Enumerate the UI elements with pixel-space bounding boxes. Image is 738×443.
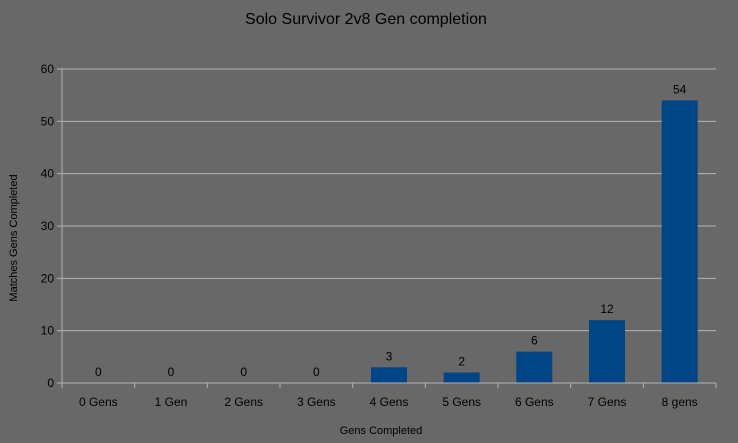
y-axis-ticks: 0 10 20 30 40 50 60 (41, 62, 62, 390)
x-tick-label: 8 gens (662, 395, 698, 409)
x-axis-ticks: 0 Gens 1 Gen 2 Gens 3 Gens 4 Gens 5 Gens 6 Gen… (61, 383, 717, 409)
data-label: 0 (95, 365, 102, 379)
data-label: 3 (386, 349, 393, 363)
y-tick-label: 30 (41, 219, 55, 233)
x-axis-label: Gens Completed (340, 425, 423, 437)
x-tick-label: 6 Gens (515, 395, 554, 409)
bar (516, 351, 553, 383)
data-labels: 0 0 0 0 3 2 6 12 54 (95, 82, 687, 379)
data-label: 2 (458, 355, 465, 369)
y-tick-label: 20 (41, 271, 55, 285)
data-label: 12 (600, 302, 614, 316)
gridlines (62, 68, 716, 384)
x-tick-label: 5 Gens (442, 395, 481, 409)
y-tick-label: 50 (41, 114, 55, 128)
x-tick-label: 0 Gens (79, 395, 118, 409)
data-label: 54 (673, 82, 687, 96)
bars (371, 100, 698, 384)
bar (371, 367, 407, 383)
bar (589, 320, 625, 383)
y-axis-label: Matches Gens Completed (8, 174, 20, 301)
x-tick-label: 3 Gens (297, 395, 336, 409)
chart-title: Solo Survivor 2v8 Gen completion (245, 11, 487, 28)
x-tick-label: 4 Gens (370, 395, 409, 409)
x-tick-label: 7 Gens (588, 395, 627, 409)
y-tick-label: 40 (41, 167, 55, 181)
y-tick-label: 60 (41, 62, 55, 76)
y-tick-label: 0 (47, 376, 54, 390)
data-label: 0 (313, 365, 320, 379)
data-label: 6 (531, 334, 538, 348)
x-tick-label: 1 Gen (155, 395, 188, 409)
bar (661, 100, 698, 384)
bar (443, 372, 480, 383)
x-tick-label: 2 Gens (224, 395, 263, 409)
data-label: 0 (240, 365, 247, 379)
y-tick-label: 10 (41, 324, 55, 338)
data-label: 0 (168, 365, 175, 379)
